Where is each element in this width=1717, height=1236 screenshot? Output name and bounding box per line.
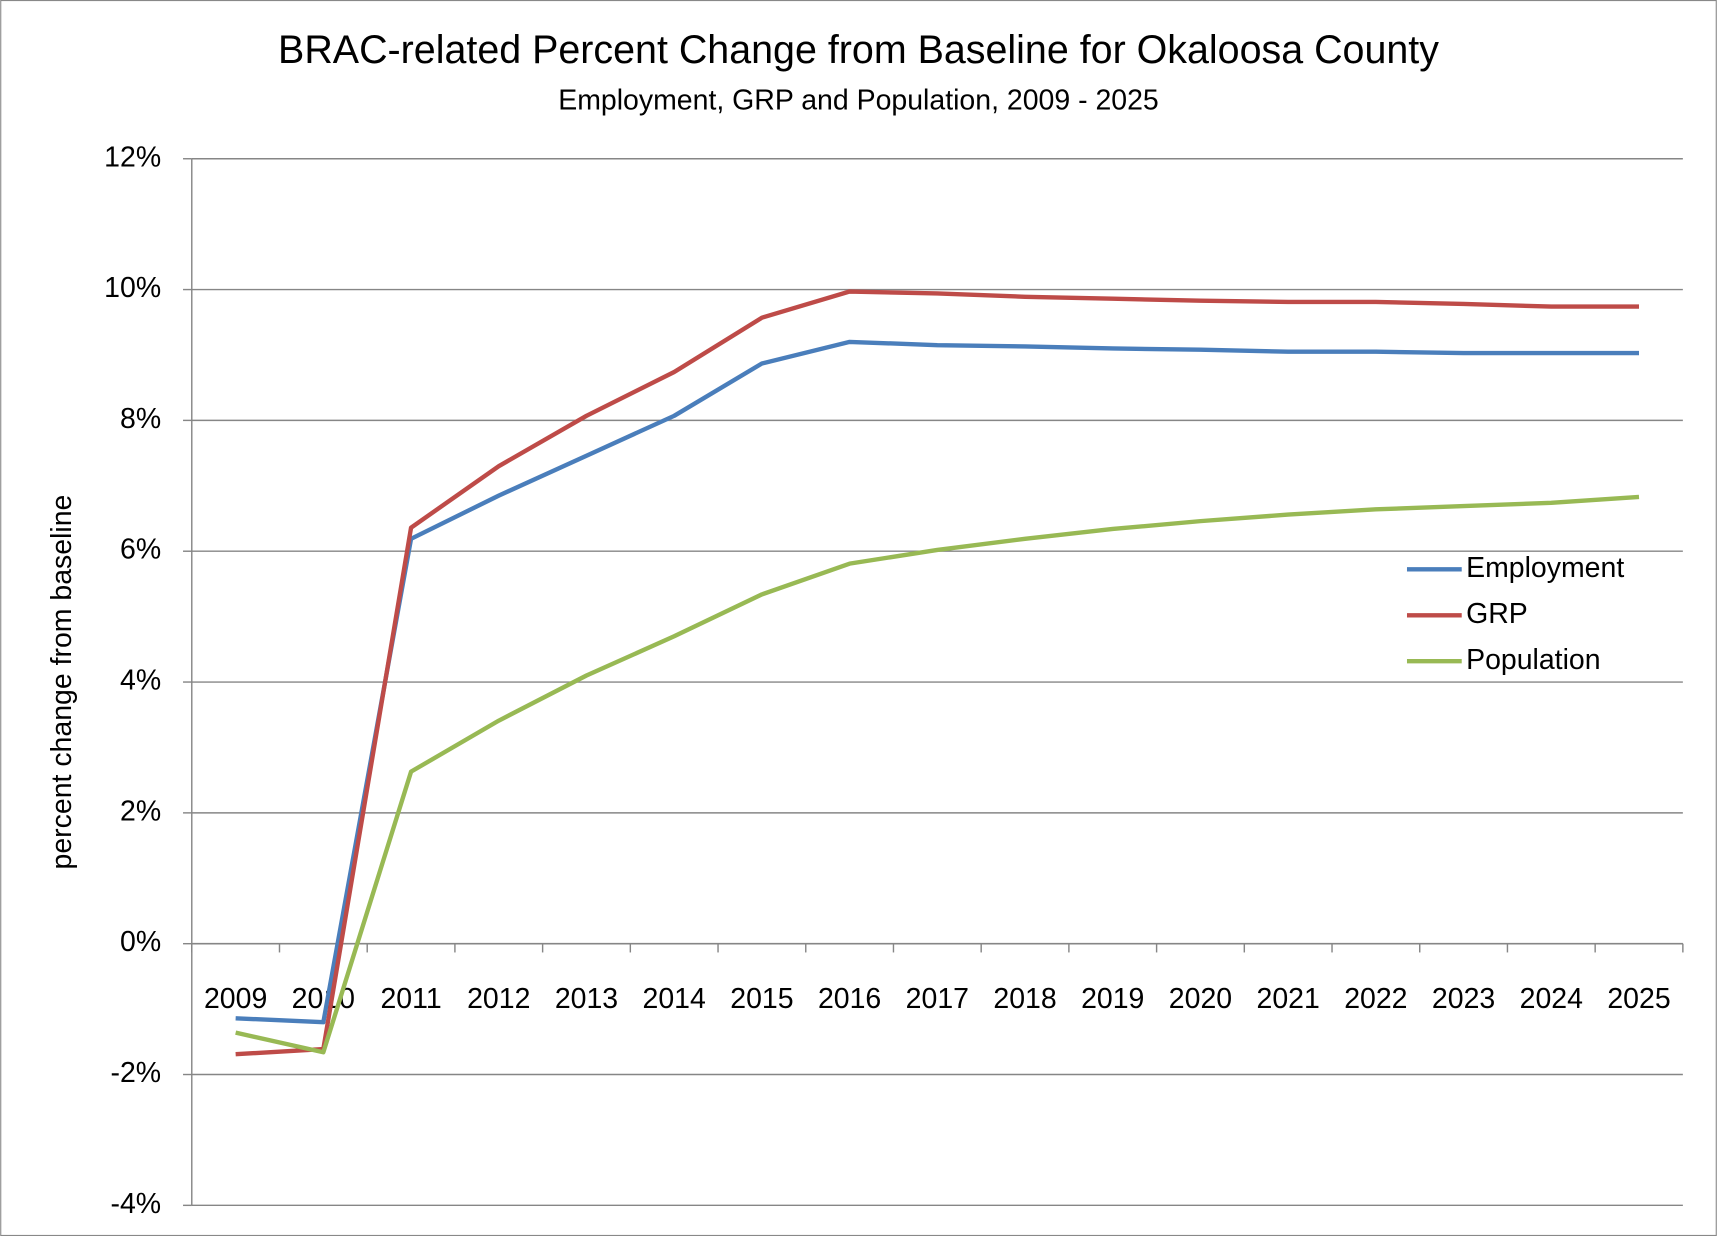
chart-title: BRAC-related Percent Change from Baselin…	[278, 28, 1439, 72]
legend-label: Employment	[1466, 552, 1624, 584]
x-tick-label: 2024	[1520, 983, 1583, 1015]
x-tick-label: 2020	[1169, 983, 1232, 1015]
x-tick-label: 2015	[730, 983, 793, 1015]
line-series	[235, 289, 1640, 1057]
y-axis-label: percent change from baseline	[46, 495, 78, 870]
y-tick-label: 2%	[120, 795, 161, 827]
x-tick-label: 2009	[204, 983, 267, 1015]
legend-label: Population	[1466, 644, 1600, 676]
chart-subtitle: Employment, GRP and Population, 2009 - 2…	[558, 84, 1159, 116]
y-tick-label: -2%	[111, 1057, 162, 1089]
y-tick-label: 10%	[104, 272, 161, 304]
x-tick-label: 2017	[906, 983, 969, 1015]
y-tick-label: -4%	[111, 1188, 162, 1220]
line-series	[235, 494, 1640, 1055]
y-tick-label: 4%	[120, 665, 161, 697]
line-series	[235, 339, 1640, 1025]
x-tick-label: 2013	[555, 983, 618, 1015]
x-tick-label: 2014	[643, 983, 706, 1015]
x-tick-label: 2025	[1607, 983, 1670, 1015]
x-tick-label: 2021	[1257, 983, 1320, 1015]
x-tick-label: 2023	[1432, 983, 1495, 1015]
x-tick-label: 2022	[1344, 983, 1407, 1015]
y-tick-label: 8%	[120, 403, 161, 435]
legend-label: GRP	[1466, 598, 1528, 630]
y-tick-label: 6%	[120, 534, 161, 566]
x-tick-label: 2012	[467, 983, 530, 1015]
y-tick-label: 0%	[120, 926, 161, 958]
x-tick-label: 2018	[993, 983, 1056, 1015]
x-tick-label: 2016	[818, 983, 881, 1015]
x-tick-label: 2019	[1081, 983, 1144, 1015]
x-tick-label: 2011	[380, 983, 441, 1015]
y-tick-label: 12%	[104, 141, 161, 173]
